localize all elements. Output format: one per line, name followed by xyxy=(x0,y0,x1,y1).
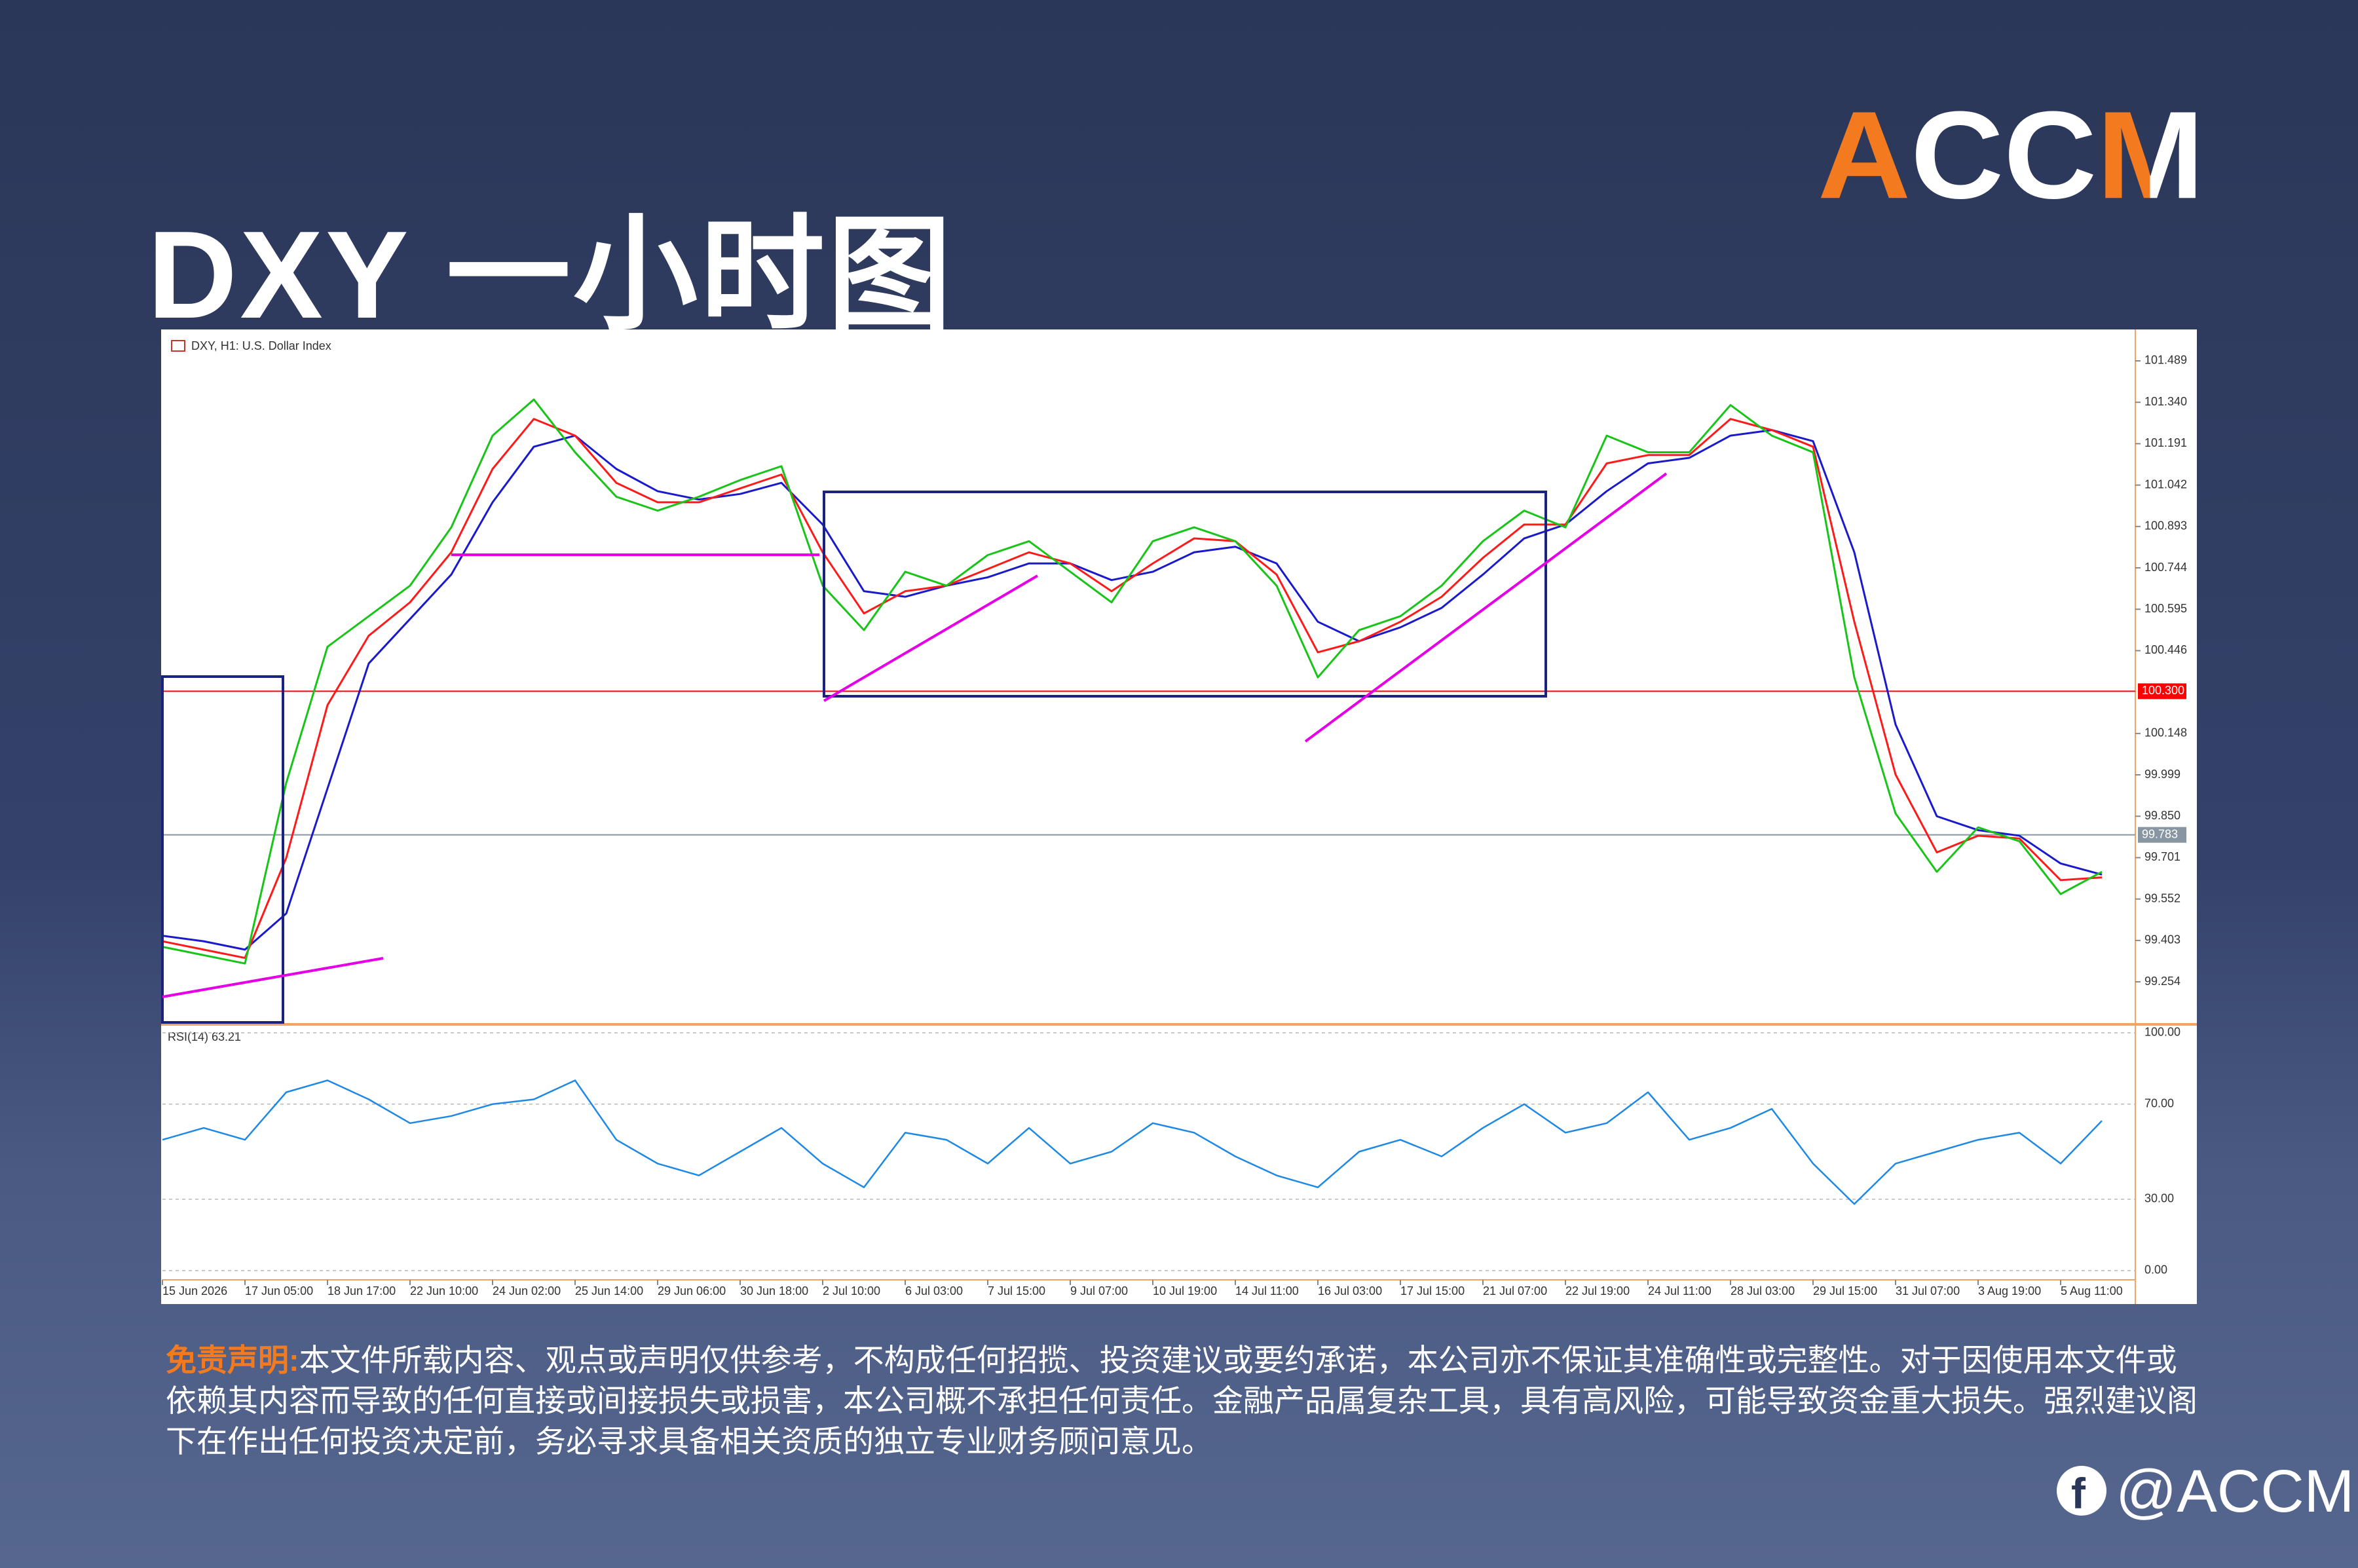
x-tick-label: 29 Jun 06:00 xyxy=(658,1284,726,1297)
disclaimer-text: 本文件所载内容、观点或声明仅供参考，不构成任何招揽、投资建议或要约承诺，本公司亦… xyxy=(166,1343,2198,1459)
level-label-bg xyxy=(2138,827,2186,843)
y-tick-label: 100.446 xyxy=(2144,643,2187,656)
x-tick-label: 9 Jul 07:00 xyxy=(1070,1284,1128,1297)
y-tick-label: 100.893 xyxy=(2144,519,2187,532)
logo: ACCM xyxy=(1818,86,2204,225)
line-series xyxy=(162,1079,2103,1205)
x-tick-label: 30 Jun 18:00 xyxy=(740,1284,808,1297)
y-tick-label: 101.042 xyxy=(2144,477,2187,491)
y-tick-label: 30.00 xyxy=(2144,1192,2174,1205)
y-tick-label: 100.595 xyxy=(2144,602,2187,615)
x-tick-label: 14 Jul 11:00 xyxy=(1235,1284,1299,1297)
y-tick-label: 101.191 xyxy=(2144,436,2187,449)
x-tick-label: 21 Jul 07:00 xyxy=(1483,1284,1547,1297)
x-tick-label: 22 Jul 19:00 xyxy=(1565,1284,1630,1297)
social-handle: @ACCM xyxy=(2116,1458,2355,1525)
y-tick-label: 101.340 xyxy=(2144,395,2187,408)
slide-title: DXY 一小时图 xyxy=(147,206,955,345)
chart-panel xyxy=(161,329,2197,1304)
x-tick-label: 2 Jul 10:00 xyxy=(823,1284,880,1297)
x-tick-label: 24 Jul 11:00 xyxy=(1648,1284,1712,1297)
x-tick-label: 6 Jul 03:00 xyxy=(905,1284,963,1297)
range-box xyxy=(161,675,284,1024)
x-tick-label: 18 Jun 17:00 xyxy=(328,1284,396,1297)
level-label-bg xyxy=(2138,683,2186,700)
trend-line xyxy=(1304,472,1668,743)
x-tick-label: 29 Jul 15:00 xyxy=(1813,1284,1877,1297)
trend-line xyxy=(162,957,384,998)
y-tick-label: 100.148 xyxy=(2144,726,2187,739)
y-tick-label: 100.744 xyxy=(2144,561,2187,574)
x-tick-label: 5 Aug 11:00 xyxy=(2061,1284,2123,1297)
level-label: 99.783 xyxy=(2142,827,2178,840)
x-tick-label: 22 Jun 10:00 xyxy=(410,1284,478,1297)
chart-title: DXY, H1: U.S. Dollar Index xyxy=(191,339,331,352)
x-tick-label: 24 Jun 02:00 xyxy=(493,1284,561,1297)
y-tick-label: 99.254 xyxy=(2144,975,2180,988)
trend-line xyxy=(823,574,1039,702)
y-tick-label: 70.00 xyxy=(2144,1097,2174,1110)
level-label: 100.300 xyxy=(2142,684,2184,697)
facebook-icon: f xyxy=(2057,1466,2106,1518)
annotations xyxy=(161,472,1668,1024)
x-tick-label: 25 Jun 14:00 xyxy=(575,1284,643,1297)
x-tick-label: 10 Jul 19:00 xyxy=(1153,1284,1217,1297)
x-tick-label: 15 Jun 2026 xyxy=(162,1284,227,1297)
x-tick-label: 31 Jul 07:00 xyxy=(1896,1284,1960,1297)
line-series xyxy=(162,418,2103,960)
y-tick-label: 101.489 xyxy=(2144,354,2187,367)
y-tick-label: 99.552 xyxy=(2144,891,2180,905)
y-tick-label: 99.701 xyxy=(2144,850,2180,863)
y-tick-label: 0.00 xyxy=(2144,1263,2167,1277)
rsi-title: RSI(14) 63.21 xyxy=(168,1030,241,1043)
x-tick-label: 17 Jun 05:00 xyxy=(245,1284,313,1297)
x-tick-label: 28 Jul 03:00 xyxy=(1731,1284,1795,1297)
x-tick-label: 17 Jul 15:00 xyxy=(1400,1284,1465,1297)
chart-icon xyxy=(171,340,185,352)
y-tick-label: 100.00 xyxy=(2144,1026,2180,1039)
disclaimer: 免责声明:本文件所载内容、观点或声明仅供参考，不构成任何招揽、投资建议或要约承诺… xyxy=(166,1340,2203,1462)
y-tick-label: 99.999 xyxy=(2144,768,2180,781)
x-tick-label: 16 Jul 03:00 xyxy=(1318,1284,1382,1297)
range-box xyxy=(823,491,1547,698)
x-tick-label: 3 Aug 19:00 xyxy=(1978,1284,2041,1297)
x-tick-label: 7 Jul 15:00 xyxy=(988,1284,1045,1297)
y-tick-label: 99.403 xyxy=(2144,933,2180,946)
disclaimer-label: 免责声明: xyxy=(166,1343,299,1377)
y-tick-label: 99.850 xyxy=(2144,809,2180,822)
line-series xyxy=(162,398,2103,965)
